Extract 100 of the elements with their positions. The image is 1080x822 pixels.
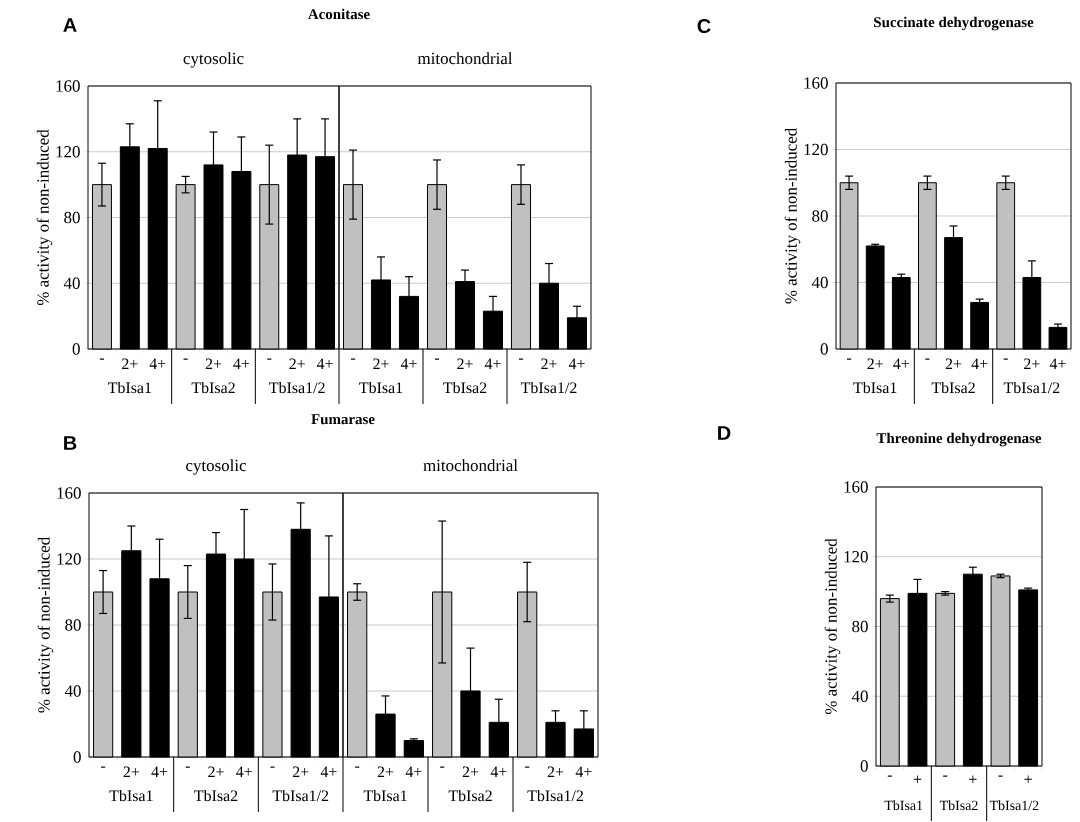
text: TbIsa1/2: [1003, 382, 1060, 394]
text: TbIsa1: [107, 382, 152, 394]
y-axis-title: % activity of non-induced: [824, 538, 841, 715]
x-tick-label: -: [355, 766, 360, 768]
x-tick-label: 2+: [945, 358, 962, 370]
x-tick-label: 4+: [575, 766, 592, 778]
x-tick-label: -: [101, 766, 106, 768]
x-tick-label: 2+: [123, 766, 140, 778]
x-tick-label: 2+: [457, 358, 473, 370]
x-tick-label: -: [1003, 358, 1008, 360]
x-tick-label: -: [998, 775, 1003, 777]
y-tick-label: 80: [64, 212, 80, 224]
y-tick-label: 160: [804, 77, 828, 89]
y-tick-label: 0: [820, 343, 828, 355]
x-tick-label: +: [969, 775, 977, 784]
x-tick-label: -: [925, 358, 930, 360]
text: TbIsa2: [191, 382, 235, 394]
chart-title: Aconitase: [308, 8, 370, 20]
x-tick-label: -: [943, 775, 948, 777]
x-tick-label: 2+: [547, 766, 564, 778]
x-tick-label: -: [185, 766, 190, 768]
text: TbIsa1: [109, 790, 153, 802]
chart-subtitle: mitochondrial: [423, 459, 518, 472]
y-axis-title: % activity of non-induced: [784, 128, 801, 304]
x-tick-label: 2+: [373, 358, 389, 370]
chart-title: Threonine dehydrogenase: [876, 432, 1042, 447]
text: TbIsa2: [939, 800, 978, 811]
x-tick-label: 2+: [289, 358, 305, 370]
x-tick-label: 2+: [208, 766, 224, 778]
x-tick-label: -: [99, 358, 105, 360]
x-tick-label: 2+: [122, 358, 138, 370]
x-tick-label: 4+: [971, 358, 988, 370]
y-tick-label: 40: [63, 277, 80, 290]
x-tick-label: 4+: [490, 766, 507, 778]
y-axis-title: % activity of non-induced: [37, 537, 54, 713]
chart-title: Fumarase: [311, 414, 375, 425]
x-tick-label: 2+: [867, 358, 883, 370]
text: TbIsa1/2: [527, 790, 583, 802]
text: B: [64, 436, 77, 451]
x-tick-label: -: [434, 358, 440, 360]
text: TbIsa1: [884, 800, 923, 811]
text: TbIsa1/2: [989, 800, 1039, 811]
x-tick-label: -: [440, 766, 445, 768]
x-tick-label: 2+: [205, 358, 222, 370]
y-tick-label: 160: [56, 80, 80, 92]
text: TbIsa1/2: [520, 382, 577, 394]
text: A: [63, 18, 77, 33]
y-tick-label: 40: [851, 690, 868, 703]
x-tick-label: 2+: [541, 358, 557, 370]
y-tick-label: 40: [811, 277, 828, 289]
text: TbIsa1/2: [269, 382, 325, 394]
text: TbIsa2: [448, 790, 492, 802]
x-tick-label: 2+: [292, 766, 309, 778]
text: C: [697, 19, 711, 34]
x-tick-label: +: [913, 775, 922, 784]
x-tick-label: 4+: [320, 766, 337, 778]
y-axis-title: % activity of non-induced: [36, 129, 53, 306]
y-tick-label: 0: [73, 751, 81, 763]
x-tick-label: +: [1024, 775, 1032, 784]
x-tick-label: 4+: [484, 358, 501, 370]
y-tick-label: 120: [56, 146, 80, 158]
y-tick-label: 160: [57, 487, 81, 499]
chart-subtitle: cytosolic: [186, 459, 247, 475]
y-tick-label: 80: [812, 210, 828, 222]
x-tick-label: 4+: [151, 766, 168, 778]
chart-subtitle: mitochondrial: [417, 52, 513, 65]
x-tick-label: 4+: [236, 766, 252, 778]
x-tick-label: -: [350, 358, 356, 360]
x-tick-label: 2+: [377, 766, 394, 778]
x-tick-label: -: [887, 775, 892, 777]
y-tick-label: 0: [72, 343, 80, 355]
x-tick-label: -: [270, 766, 275, 768]
text: TbIsa2: [194, 790, 238, 802]
x-tick-label: -: [183, 358, 188, 360]
y-tick-label: 0: [860, 760, 868, 772]
y-tick-label: 160: [844, 481, 868, 493]
x-tick-label: -: [518, 358, 524, 360]
text: TbIsa2: [931, 382, 975, 394]
x-tick-label: -: [525, 766, 530, 768]
chart-subtitle: cytosolic: [183, 52, 244, 68]
y-tick-label: 120: [57, 553, 81, 565]
x-tick-label: 4+: [233, 358, 250, 370]
x-tick-label: 4+: [149, 358, 166, 370]
x-tick-label: 2+: [1024, 358, 1040, 370]
x-tick-label: 4+: [400, 358, 417, 370]
y-tick-label: 120: [844, 551, 868, 563]
x-tick-label: 4+: [568, 358, 585, 370]
y-tick-label: 80: [65, 619, 81, 631]
x-tick-label: 4+: [1049, 358, 1066, 370]
chart-title: Succinate dehydrogenase: [874, 16, 1034, 31]
y-tick-label: 80: [852, 621, 868, 633]
y-tick-label: 40: [64, 685, 81, 697]
text: TbIsa2: [443, 382, 487, 394]
x-tick-label: 2+: [462, 766, 479, 778]
text: TbIsa1: [359, 382, 403, 394]
x-tick-label: 4+: [893, 358, 909, 370]
x-tick-label: 4+: [316, 358, 333, 370]
x-tick-label: -: [847, 358, 852, 360]
text: TbIsa1/2: [272, 790, 329, 802]
text: TbIsa1: [853, 382, 897, 394]
